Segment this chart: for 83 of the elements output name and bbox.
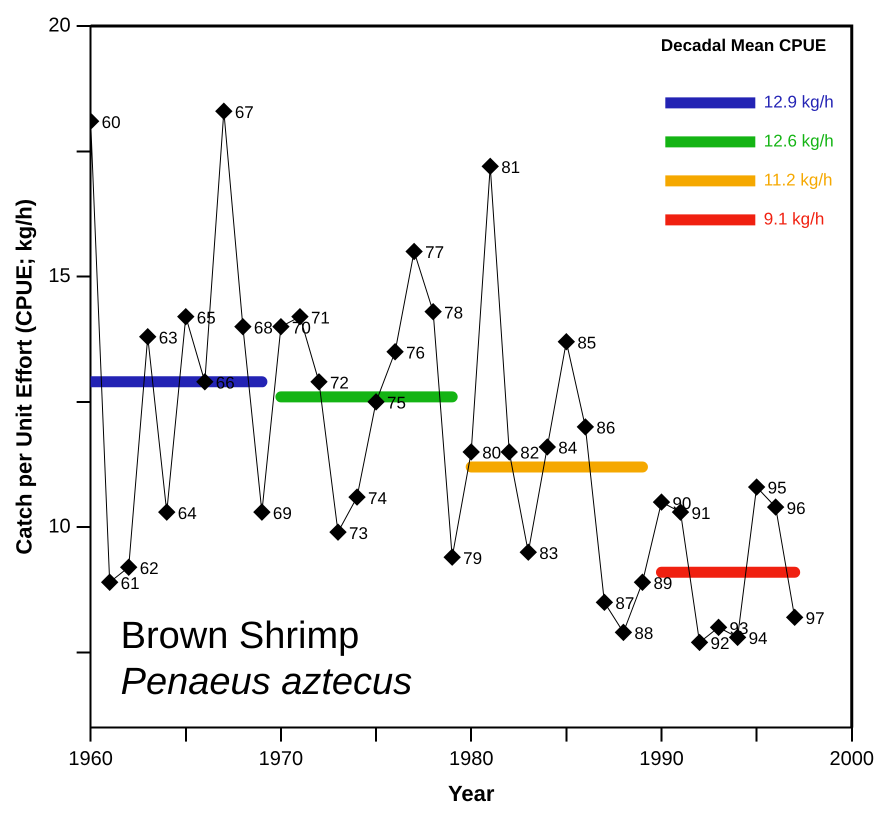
annotation: 62 (140, 558, 159, 578)
point (444, 548, 461, 566)
point (614, 624, 632, 641)
point (748, 478, 766, 496)
annotation: 95 (768, 478, 787, 498)
annotation: 86 (596, 418, 616, 438)
annotation: 87 (615, 594, 634, 613)
point (406, 243, 423, 260)
point (101, 574, 118, 591)
annotation: 96 (786, 498, 806, 518)
x-axis-title: Year (448, 780, 495, 806)
point (272, 318, 290, 336)
point (348, 488, 366, 506)
x-tick-label: 1970 (258, 748, 304, 770)
point (538, 438, 556, 456)
point (558, 333, 575, 350)
annotation: 97 (806, 609, 825, 628)
point (767, 498, 784, 516)
point (596, 594, 613, 611)
text: 11.2 kg/h (764, 170, 832, 190)
annotation: 71 (310, 308, 330, 328)
point (634, 574, 651, 591)
point (500, 443, 518, 460)
point (177, 308, 194, 326)
annotation: 91 (692, 504, 710, 523)
point (482, 158, 499, 175)
annotation: 79 (463, 548, 482, 568)
annotation: 80 (482, 444, 502, 463)
annotation: 61 (120, 574, 140, 593)
x-tick-label: 1990 (639, 748, 684, 770)
point (234, 318, 252, 336)
annotation: 60 (102, 112, 121, 132)
annotation: 64 (178, 504, 197, 523)
annotation: 94 (748, 629, 768, 648)
annotation: 83 (539, 544, 558, 563)
annotation: 78 (444, 303, 464, 322)
annotation: 76 (406, 343, 426, 362)
point (691, 634, 708, 651)
annotation: 84 (558, 438, 578, 458)
point (710, 618, 728, 636)
point (330, 524, 347, 541)
annotation: Penaeus aztecus (120, 661, 412, 704)
text: 9.1 kg/h (764, 210, 824, 229)
point (310, 373, 328, 390)
point (786, 608, 804, 626)
annotation: 68 (254, 318, 273, 338)
text: 12.9 kg/h (764, 92, 834, 112)
x-tick-label: 2000 (830, 748, 874, 770)
y-tick-label: 10 (48, 516, 71, 538)
point (253, 504, 270, 521)
annotation: 89 (653, 574, 672, 593)
point (368, 393, 385, 410)
x-tick-label: 1980 (448, 748, 494, 770)
annotation: 88 (634, 624, 654, 644)
point (120, 558, 138, 576)
y-axis-title: Catch per Unit Effort (CPUE; kg/h) (11, 198, 36, 555)
annotation: 72 (330, 374, 349, 392)
annotation: 92 (710, 634, 730, 654)
point (215, 102, 232, 120)
point (520, 544, 537, 561)
x-tick-label: 1960 (68, 748, 113, 770)
point (196, 373, 214, 390)
y-tick-label: 20 (48, 14, 71, 37)
annotation: 67 (234, 102, 254, 122)
point (652, 494, 670, 511)
point (139, 328, 156, 346)
annotation: 85 (577, 333, 596, 352)
annotation: 82 (520, 444, 540, 463)
annotation: 69 (272, 504, 292, 523)
y-tick-label: 15 (48, 265, 71, 288)
text: 12.6 kg/h (764, 132, 834, 151)
point (386, 343, 404, 360)
point (424, 303, 442, 320)
annotation: Brown Shrimp (120, 615, 360, 658)
annotation: 74 (368, 488, 387, 508)
point (576, 418, 594, 436)
annotation: 63 (158, 328, 178, 348)
annotation: 81 (501, 158, 520, 178)
legend-title: Decadal Mean CPUE (660, 36, 826, 56)
point (462, 443, 480, 460)
annotation: 73 (349, 524, 368, 543)
annotation: 77 (425, 243, 444, 262)
point (158, 504, 176, 521)
